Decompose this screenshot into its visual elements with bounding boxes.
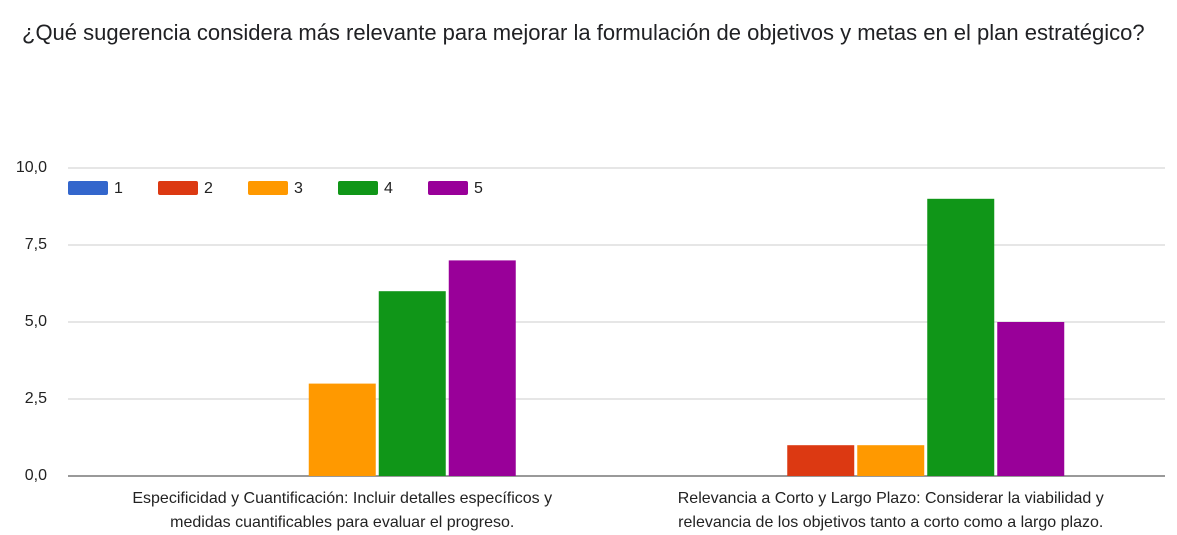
y-tick-label: 10,0 <box>16 159 47 176</box>
bar <box>308 383 376 476</box>
legend-label: 5 <box>474 180 483 197</box>
chart-title: ¿Qué sugerencia considera más relevante … <box>22 20 1145 45</box>
legend-swatch <box>248 181 288 195</box>
legend-label: 2 <box>204 180 213 197</box>
x-tick-label: relevancia de los objetivos tanto a cort… <box>678 514 1103 531</box>
x-tick-label: Especificidad y Cuantificación: Incluir … <box>132 490 552 507</box>
bar <box>927 198 995 477</box>
y-tick-label: 0,0 <box>25 467 47 484</box>
legend-label: 3 <box>294 180 303 197</box>
y-tick-label: 5,0 <box>25 313 47 330</box>
x-tick-label: medidas cuantificables para evaluar el p… <box>170 514 514 531</box>
legend-label: 4 <box>384 180 393 197</box>
bar <box>857 445 925 476</box>
bar <box>448 260 516 476</box>
y-tick-label: 2,5 <box>25 390 47 407</box>
x-tick-label: Relevancia a Corto y Largo Plazo: Consid… <box>678 490 1104 507</box>
legend-swatch <box>158 181 198 195</box>
bar <box>787 445 855 476</box>
legend-swatch <box>338 181 378 195</box>
y-tick-label: 7,5 <box>25 236 47 253</box>
legend-swatch <box>428 181 468 195</box>
bar <box>997 322 1065 476</box>
bar <box>378 291 446 476</box>
legend-label: 1 <box>114 180 123 197</box>
legend-swatch <box>68 181 108 195</box>
